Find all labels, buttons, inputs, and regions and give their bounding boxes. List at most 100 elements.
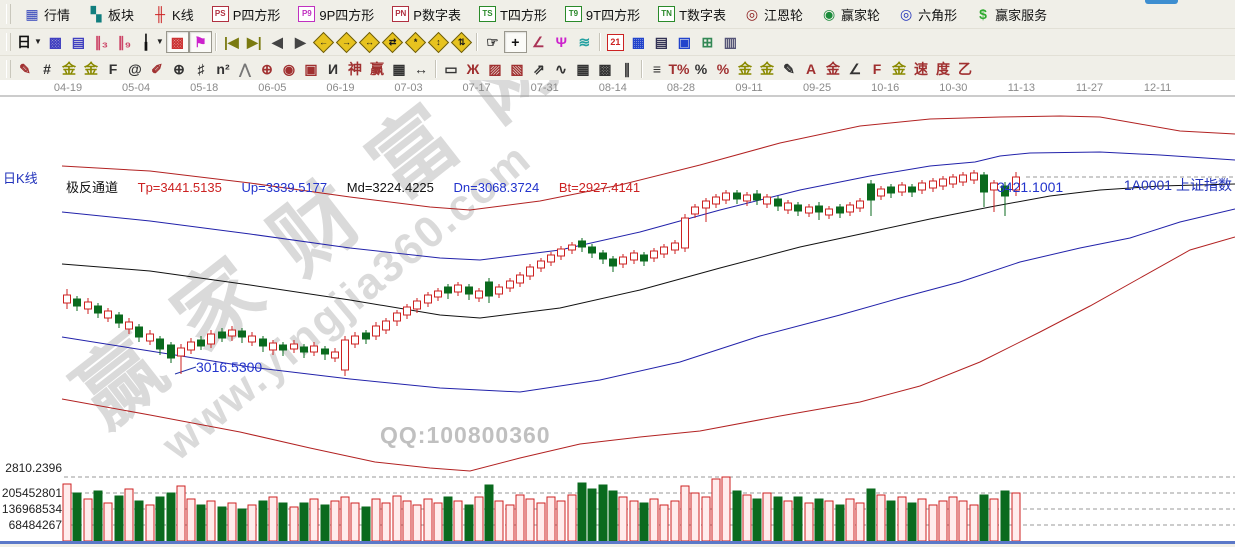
candle-body [424,294,432,304]
goto-last-button[interactable]: ▶| [243,31,266,53]
candle-body [434,290,442,298]
brush-bars-tool[interactable]: ✎ [778,58,800,80]
shen-levels-tool[interactable]: 神 [344,58,366,80]
calendar-button[interactable]: 21 [604,31,627,53]
fibonacci-tool[interactable]: F [102,58,124,80]
fan-lines-tool[interactable]: Ж [462,58,484,80]
red-mesh-button[interactable]: ▩ [165,31,189,53]
target-square-tool[interactable]: ▣ [300,58,322,80]
span-measure-tool[interactable]: ↔ [410,58,432,80]
menu-9t-square[interactable]: T9 9T四方形 [556,3,649,26]
candle-style-button[interactable]: ╽ ▼ [136,31,166,53]
grid-a-tool[interactable]: ▦ [572,58,594,80]
angle-measure-button[interactable]: ∠ [527,31,550,53]
menu-winner-wheel[interactable]: ◉ 赢家轮 [812,3,889,26]
toolbar-separator [435,60,437,78]
crosshair-button[interactable]: + [503,31,527,53]
diamond-shift-left-button[interactable]: ← [312,31,335,53]
menu-kline[interactable]: ╫ K线 [143,3,203,26]
grid-diag-tool[interactable]: ▩ [594,58,616,80]
gann-lines-tool[interactable]: # [36,58,58,80]
parallel-lines-tool[interactable]: ∥ [616,58,638,80]
menu-service[interactable]: $ 赢家服务 [966,3,1056,26]
save-button[interactable]: ▣ [673,31,696,53]
brush-tool-2[interactable]: ✐ [146,58,168,80]
target-star-tool[interactable]: ◉ [278,58,300,80]
menu-sectors[interactable]: ▚ 板块 [79,3,143,26]
percent-tool[interactable]: % [690,58,712,80]
percent-lines-tool[interactable]: % [712,58,734,80]
a-lines-tool[interactable]: A [800,58,822,80]
t-number-table-icon: TN [658,6,676,22]
rectangle-tool[interactable]: ▭ [440,58,462,80]
spiral-tool[interactable]: @ [124,58,146,80]
gold-red-tool[interactable]: 金 [822,58,844,80]
ying-levels-tool[interactable]: 赢 [366,58,388,80]
zigzag-tool[interactable]: ∿ [550,58,572,80]
notes-button[interactable]: ▤ [650,31,673,53]
goto-first-button-icon: |◀ [224,34,239,50]
gold-bars-tool[interactable]: 金 [756,58,778,80]
arrow-fan-tool[interactable]: ⇗ [528,58,550,80]
menu-9p-square[interactable]: P9 9P四方形 [289,3,383,26]
f-angle-tool[interactable]: F [866,58,888,80]
remote-data-button[interactable]: ▥ [719,31,742,53]
gold-angle-tool[interactable]: 金 [888,58,910,80]
menu-p-square[interactable]: PS P四方形 [203,3,290,26]
gold-ratio-tool-1[interactable]: 金 [58,58,80,80]
brush-tool[interactable]: ✎ [14,58,36,80]
next-bar-button[interactable]: ▶ [289,31,312,53]
gold-ratio-tool-2[interactable]: 金 [80,58,102,80]
gann-circle-tool[interactable]: ⊕ [168,58,190,80]
angle-tool[interactable]: ∠ [844,58,866,80]
export-data-button[interactable]: ⊞ [696,31,719,53]
info-panel-button[interactable]: ▤ [67,31,90,53]
sector-blocks-icon: ▚ [90,6,102,22]
menu-p-table[interactable]: PN P数字表 [383,3,470,26]
diamond-shift-right-button[interactable]: → [335,31,358,53]
calculator-button[interactable]: ▦ [627,31,650,53]
mirror-angle-tool[interactable]: ⋀ [234,58,256,80]
menu-gann-wheel[interactable]: ◎ 江恩轮 [735,3,812,26]
diamond-v-fit-button[interactable]: ↕ [427,31,450,53]
stamp-tool-button[interactable]: Ψ [550,31,573,53]
gold-circle-tool[interactable]: 金 [734,58,756,80]
volume-bar [897,496,907,542]
grid-123-tool[interactable]: ▦ [388,58,410,80]
mesh-view-button[interactable]: ▩ [44,31,67,53]
goto-first-button[interactable]: |◀ [220,31,243,53]
menu-t-square[interactable]: TS T四方形 [470,3,556,26]
diamond-h-expand-button[interactable]: ↔ [358,31,381,53]
diamond-reset-button[interactable]: * [404,31,427,53]
t-percent-tool[interactable]: T% [668,58,690,80]
menu-t-table[interactable]: TN T数字表 [649,3,735,26]
bars-3-button[interactable]: ∥₃ [90,31,113,53]
date-tick-label: 10-30 [939,82,967,94]
target-circle-tool[interactable]: ⊕ [256,58,278,80]
box-fan-tool[interactable]: ▧ [506,58,528,80]
menu-hexagon[interactable]: ◎ 六角形 [889,3,966,26]
period-selector[interactable]: 日 ▼ [14,31,44,53]
diamond-v-expand-button[interactable]: ⇅ [450,31,473,53]
prev-bar-button[interactable]: ◀ [266,31,289,53]
volume-bar [845,498,855,542]
neural-tool-button[interactable]: ≋ [573,31,596,53]
line-grid-tool[interactable]: ♯ [190,58,212,80]
angle-list-tool[interactable]: ≡ [646,58,668,80]
i-wave-tool[interactable]: И [322,58,344,80]
volume-bar [835,504,845,542]
bars-9-button[interactable]: ∥₉ [113,31,136,53]
pan-hand-button[interactable]: ☞ [481,31,504,53]
diamond-h-compress-button[interactable]: ⇄ [381,31,404,53]
volume-bar [639,502,649,542]
volume-bar [732,490,742,542]
speed-angle-tool[interactable]: 速 [910,58,932,80]
menu-quotes[interactable]: ▦ 行情 [15,3,79,26]
color-flag-button[interactable]: ⚑ [188,31,212,53]
candle-body [619,256,627,265]
shaded-box-tool[interactable]: ▨ [484,58,506,80]
degree-angle-tool[interactable]: 度 [932,58,954,80]
n-square-tool[interactable]: n² [212,58,234,80]
z-angle-tool[interactable]: 乙 [954,58,976,80]
